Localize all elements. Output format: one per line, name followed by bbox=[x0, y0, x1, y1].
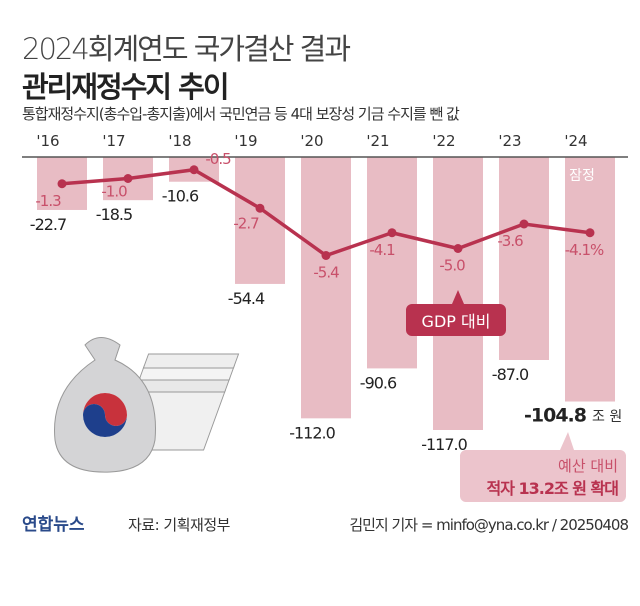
bar-value-label: -10.6 bbox=[162, 187, 199, 206]
bar-value-label: -87.0 bbox=[492, 365, 529, 384]
gdp-legend-callout bbox=[406, 290, 506, 336]
bar bbox=[301, 157, 351, 419]
gdp-value-label: -5.4 bbox=[313, 264, 339, 282]
x-tick-label: '18 bbox=[168, 132, 191, 150]
bar-value-label: -18.5 bbox=[96, 205, 132, 224]
x-tick-label: '20 bbox=[300, 132, 323, 150]
gdp-value-label: -0.5 bbox=[205, 150, 231, 168]
gdp-value-label: -4.1 bbox=[369, 241, 395, 259]
bar-value-label: -90.6 bbox=[360, 373, 397, 392]
credit: 김민지 기자 = minfo@yna.co.kr / 20250408 bbox=[349, 516, 629, 534]
source: 자료: 기획재정부 bbox=[128, 516, 230, 534]
illustration-money bbox=[54, 337, 240, 473]
bar-value-label: -54.4 bbox=[228, 289, 265, 308]
bar bbox=[367, 157, 417, 369]
x-tick-label: '17 bbox=[102, 132, 125, 150]
callout-line1: 예산 대비 bbox=[558, 457, 618, 475]
callout-box bbox=[460, 432, 626, 502]
x-tick-label: '16 bbox=[36, 132, 59, 150]
x-tick-label: '19 bbox=[234, 132, 257, 150]
gdp-value-label: -3.6 bbox=[497, 232, 523, 250]
gdp-value-label: -1.3 bbox=[35, 192, 61, 210]
unit-label: 조 원 bbox=[592, 409, 622, 425]
bar bbox=[565, 157, 615, 402]
bar-value-label: -104.8 bbox=[524, 405, 587, 427]
gdp-value-label: -2.7 bbox=[233, 214, 259, 232]
gdp-value-label: -1.0 bbox=[101, 183, 127, 201]
gdp-point bbox=[189, 165, 199, 175]
title: 2024회계연도 국가결산 결과 bbox=[22, 32, 351, 66]
gdp-point bbox=[585, 228, 595, 238]
gdp-point bbox=[519, 219, 529, 229]
x-tick-label: '24 bbox=[564, 132, 587, 150]
gdp-point bbox=[387, 228, 397, 238]
bar-value-label: -117.0 bbox=[421, 435, 467, 454]
gdp-point bbox=[321, 251, 331, 260]
gdp-point bbox=[255, 203, 265, 213]
callout-line2: 적자 13.2조 원 확대 bbox=[486, 479, 618, 498]
x-tick-label: '22 bbox=[432, 132, 455, 150]
gdp-point bbox=[57, 179, 67, 189]
gdp-value-label: -4.1% bbox=[565, 241, 604, 259]
bar-value-label: -22.7 bbox=[30, 215, 66, 234]
bar bbox=[499, 157, 549, 360]
x-tick-label: '21 bbox=[366, 132, 389, 150]
gdp-legend-label: GDP 대비 bbox=[422, 312, 491, 331]
gdp-point bbox=[453, 244, 463, 253]
bar-value-label: -112.0 bbox=[289, 423, 335, 442]
headline: 관리재정수지 추이 bbox=[22, 70, 230, 104]
gdp-value-label: -5.0 bbox=[439, 257, 465, 275]
x-tick-label: '23 bbox=[498, 132, 521, 150]
gdp-point bbox=[123, 174, 133, 183]
subtitle: 통합재정수지(총수입-총지출)에서 국민연금 등 4대 보장성 기금 수지를 뺀… bbox=[22, 105, 460, 123]
provisional-label: 잠정 bbox=[569, 168, 595, 184]
logo: 연합뉴스 bbox=[22, 515, 85, 535]
